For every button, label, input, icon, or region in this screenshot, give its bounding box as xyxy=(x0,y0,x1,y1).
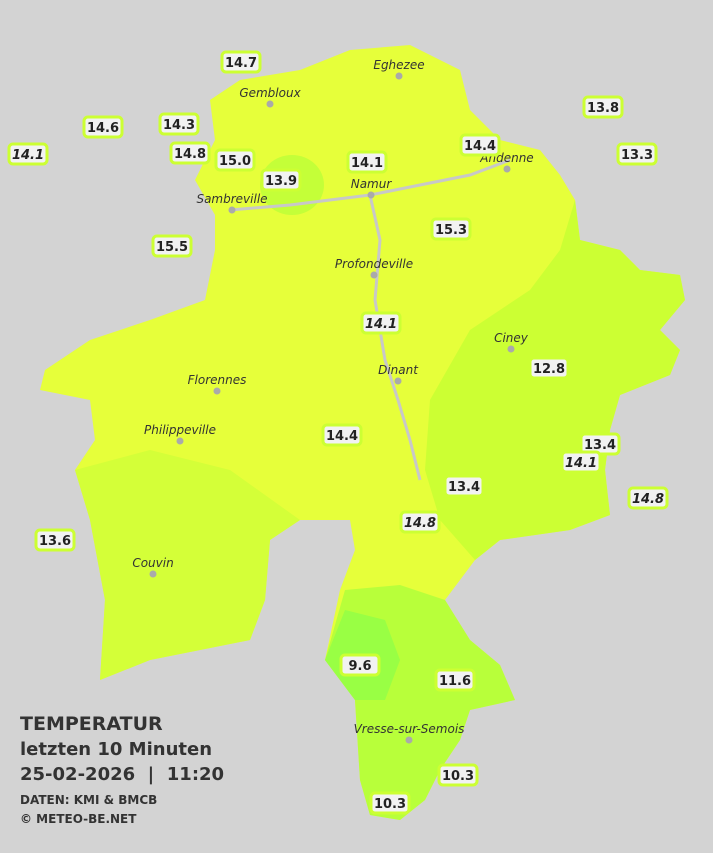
city-label: Sambreville xyxy=(196,192,267,206)
station-value: 14.1 xyxy=(565,456,597,471)
station-box xyxy=(459,133,501,157)
city-dot xyxy=(370,271,378,279)
station-box xyxy=(369,791,411,815)
station-box xyxy=(437,763,479,787)
station-box xyxy=(169,141,211,165)
station-value: 15.5 xyxy=(156,240,188,255)
station-box xyxy=(616,142,658,166)
city-label: Eghezee xyxy=(373,58,424,72)
station-box xyxy=(528,356,570,380)
station-value: 11.6 xyxy=(439,674,471,689)
station-box xyxy=(260,168,302,192)
city-dot xyxy=(503,165,511,173)
station-value: 13.8 xyxy=(587,101,619,116)
station-value: 14.8 xyxy=(404,516,436,531)
city-dot xyxy=(176,437,184,445)
zone-east xyxy=(425,200,685,560)
station-value: 15.0 xyxy=(219,154,251,169)
station-value: 10.3 xyxy=(442,769,474,784)
city-label: Couvin xyxy=(132,556,173,570)
city-label: Namur xyxy=(351,177,393,191)
station-box xyxy=(7,142,49,166)
copyright: © METEO-BE.NET xyxy=(20,812,137,826)
city-label: Philippeville xyxy=(144,423,216,437)
source: DATEN: KMI & BMCB xyxy=(20,793,157,807)
station-value: 14.7 xyxy=(225,56,257,71)
station-value: 14.1 xyxy=(365,317,397,332)
station-value: 15.3 xyxy=(435,223,467,238)
station-box xyxy=(34,528,76,552)
city-label: Dinant xyxy=(378,363,419,377)
station-value: 10.3 xyxy=(374,797,406,812)
city-dot xyxy=(367,191,375,199)
station-value: 13.4 xyxy=(584,438,616,453)
city-label: Florennes xyxy=(188,373,247,387)
city-dot xyxy=(266,100,274,108)
station-value: 13.9 xyxy=(265,174,297,189)
station-box xyxy=(360,311,402,335)
station-value: 14.4 xyxy=(326,429,358,444)
station-box xyxy=(82,115,124,139)
subtitle: letzten 10 Minuten xyxy=(20,739,212,760)
station-box xyxy=(321,423,363,447)
station-value: 14.4 xyxy=(464,139,496,154)
station-box xyxy=(582,95,624,119)
city-dot xyxy=(228,206,236,214)
city-label: Profondeville xyxy=(335,257,413,271)
station-value: 14.6 xyxy=(87,121,119,136)
city-label: Gembloux xyxy=(239,86,301,100)
station-value: 14.3 xyxy=(163,118,195,133)
city-dot xyxy=(507,345,515,353)
station-box xyxy=(214,148,256,172)
station-value: 9.6 xyxy=(348,659,371,674)
city-dot xyxy=(394,377,402,385)
river xyxy=(229,158,511,481)
info: TEMPERATUR letzten 10 Minuten 25-02-2026… xyxy=(20,713,224,826)
station-value: 13.6 xyxy=(39,534,71,549)
station-value: 14.8 xyxy=(632,492,664,507)
city-dot xyxy=(395,72,403,80)
station-box xyxy=(434,668,476,692)
city-dot xyxy=(405,736,413,744)
city-label: Vresse-sur-Semois xyxy=(354,722,465,736)
station-box xyxy=(443,474,485,498)
station-box xyxy=(346,150,388,174)
station-box xyxy=(339,653,381,677)
station-box xyxy=(158,112,200,136)
title: TEMPERATUR xyxy=(20,713,163,735)
station-value: 14.1 xyxy=(351,156,383,171)
city-dot xyxy=(149,570,157,578)
station-value: 12.8 xyxy=(533,362,565,377)
zone-west xyxy=(75,450,300,680)
station-value: 13.4 xyxy=(448,480,480,495)
station-box xyxy=(430,217,472,241)
station-box xyxy=(151,234,193,258)
datetime: 25-02-2026 | 11:20 xyxy=(20,764,224,785)
station-value: 13.3 xyxy=(621,148,653,163)
station-box xyxy=(399,510,441,534)
station-box xyxy=(560,450,602,474)
station-box xyxy=(220,50,262,74)
city-label: Ciney xyxy=(494,331,529,345)
station-value: 14.8 xyxy=(174,147,206,162)
city-dot xyxy=(213,387,221,395)
station-value: 14.1 xyxy=(12,148,44,163)
station-box xyxy=(627,486,669,510)
